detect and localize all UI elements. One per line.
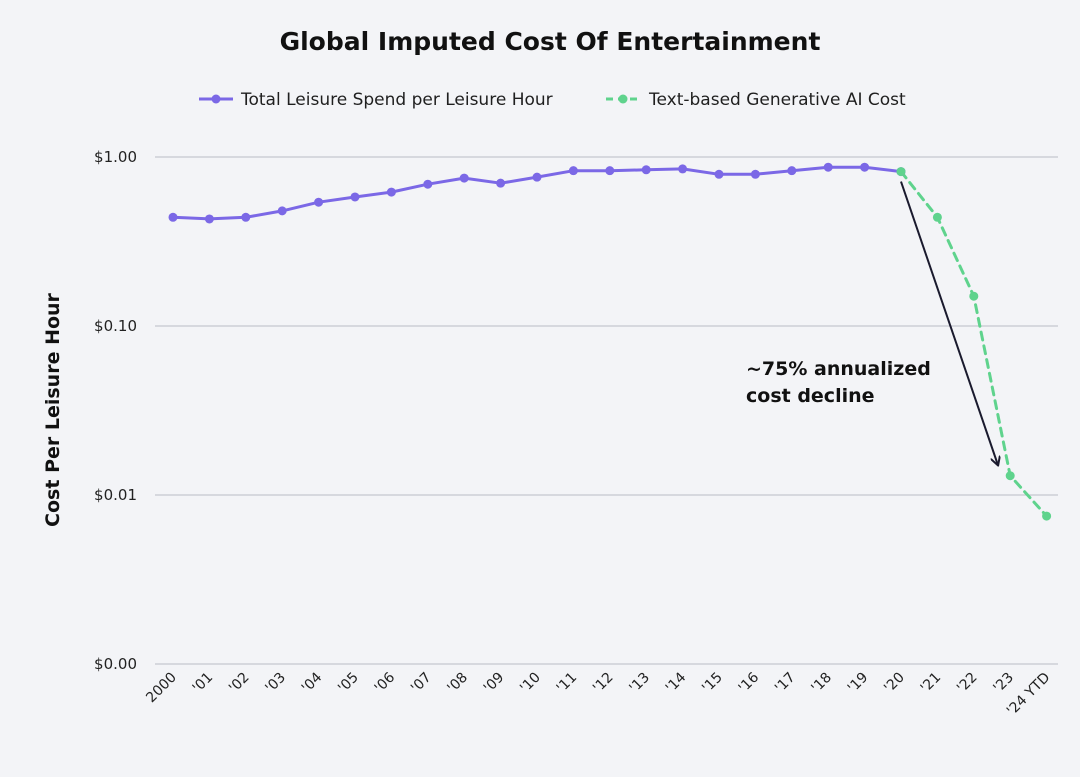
point-total-leisure-spend-per-leisure-hour-05[interactable] [350,192,360,202]
x-tick-label-22: '22 [954,670,981,697]
x-tick-label-09: '09 [481,670,508,697]
x-tick-label-03: '03 [262,670,289,697]
x-tick-label-10: '10 [517,670,544,697]
x-tick-label-05: '05 [335,670,362,697]
x-axis-ticks: 2000 '01 '02 '03 '04 '05 '06 '07 '08 '09 '10 '11 '12… [143,669,1053,719]
point-total-leisure-spend-per-leisure-hour-08[interactable] [459,173,469,183]
x-tick-label-02: '02 [226,670,253,697]
x-tick-label-18: '18 [808,670,835,697]
point-text-based-generative-ai-cost-20[interactable] [896,167,906,177]
gridlines [155,156,1058,665]
x-tick-label-04: '04 [299,669,326,696]
point-total-leisure-spend-per-leisure-hour-13[interactable] [641,165,651,175]
x-tick-label-23: '23 [990,670,1017,697]
chart-title: Global Imputed Cost Of Entertainment [280,27,821,56]
legend-item-total-leisure[interactable]: Total Leisure Spend per Leisure Hour [199,90,553,110]
x-tick-label-17: '17 [772,670,799,697]
annotation: ~75% annualized cost decline [746,181,998,465]
point-total-leisure-spend-per-leisure-hour-14[interactable] [678,164,688,174]
point-text-based-generative-ai-cost-24-ytd[interactable] [1042,511,1052,521]
point-total-leisure-spend-per-leisure-hour-01[interactable] [204,214,214,224]
point-total-leisure-spend-per-leisure-hour-02[interactable] [241,212,251,222]
point-total-leisure-spend-per-leisure-hour-18[interactable] [823,162,833,172]
x-tick-label-14: '14 [663,669,690,696]
point-text-based-generative-ai-cost-21[interactable] [932,212,942,222]
x-tick-label-11: '11 [554,670,581,697]
point-total-leisure-spend-per-leisure-hour-04[interactable] [314,197,324,207]
annotation-text-line-2: cost decline [746,385,875,407]
x-tick-label-19: '19 [845,670,872,697]
x-tick-label-15: '15 [699,670,726,697]
x-tick-label-16: '16 [736,669,763,696]
y-tick-label-0-10: $0.10 [94,317,137,335]
x-tick-label-06: '06 [372,669,399,696]
point-total-leisure-spend-per-leisure-hour-16[interactable] [750,169,760,179]
y-tick-label-0-00: $0.00 [94,655,137,673]
legend-label-genai: Text-based Generative AI Cost [648,90,906,110]
point-total-leisure-spend-per-leisure-hour-11[interactable] [568,166,578,176]
annotation-text-line-1: ~75% annualized [746,358,931,380]
legend-marker-total-leisure [211,94,221,104]
y-axis-ticks: $1.00 $0.10 $0.01 $0.00 [94,148,137,673]
point-total-leisure-spend-per-leisure-hour-03[interactable] [277,206,287,216]
series-line-text-based-generative-ai-cost [899,170,1049,518]
legend-item-genai[interactable]: Text-based Generative AI Cost [606,90,906,110]
point-total-leisure-spend-per-leisure-hour-2000[interactable] [168,212,178,222]
point-total-leisure-spend-per-leisure-hour-19[interactable] [860,162,870,172]
y-axis-label: Cost Per Leisure Hour [42,292,64,526]
point-total-leisure-spend-per-leisure-hour-06[interactable] [386,187,396,197]
point-total-leisure-spend-per-leisure-hour-17[interactable] [787,166,797,176]
x-tick-label-20: '20 [881,670,908,697]
point-total-leisure-spend-per-leisure-hour-10[interactable] [532,172,542,182]
x-tick-label-2000: 2000 [143,670,180,707]
point-total-leisure-spend-per-leisure-hour-12[interactable] [605,166,615,176]
series-points [168,162,1052,521]
x-tick-label-13: '13 [626,670,653,697]
y-tick-label-1-00: $1.00 [94,148,137,166]
point-total-leisure-spend-per-leisure-hour-09[interactable] [496,178,506,188]
x-tick-label-12: '12 [590,670,617,697]
point-text-based-generative-ai-cost-23[interactable] [1005,471,1015,481]
annotation-arrow [900,181,998,465]
legend-label-total-leisure: Total Leisure Spend per Leisure Hour [240,90,553,110]
x-tick-label-21: '21 [918,670,945,697]
point-text-based-generative-ai-cost-22[interactable] [969,291,979,301]
x-tick-label-07: '07 [408,670,435,697]
series-lines [171,165,1049,518]
point-total-leisure-spend-per-leisure-hour-15[interactable] [714,169,724,179]
x-tick-label-01: '01 [190,670,217,697]
y-tick-label-0-01: $0.01 [94,486,137,504]
x-tick-label-08: '08 [444,670,471,697]
legend-marker-genai [618,94,628,104]
point-total-leisure-spend-per-leisure-hour-07[interactable] [423,179,433,189]
legend: Total Leisure Spend per Leisure Hour Tex… [199,90,906,110]
